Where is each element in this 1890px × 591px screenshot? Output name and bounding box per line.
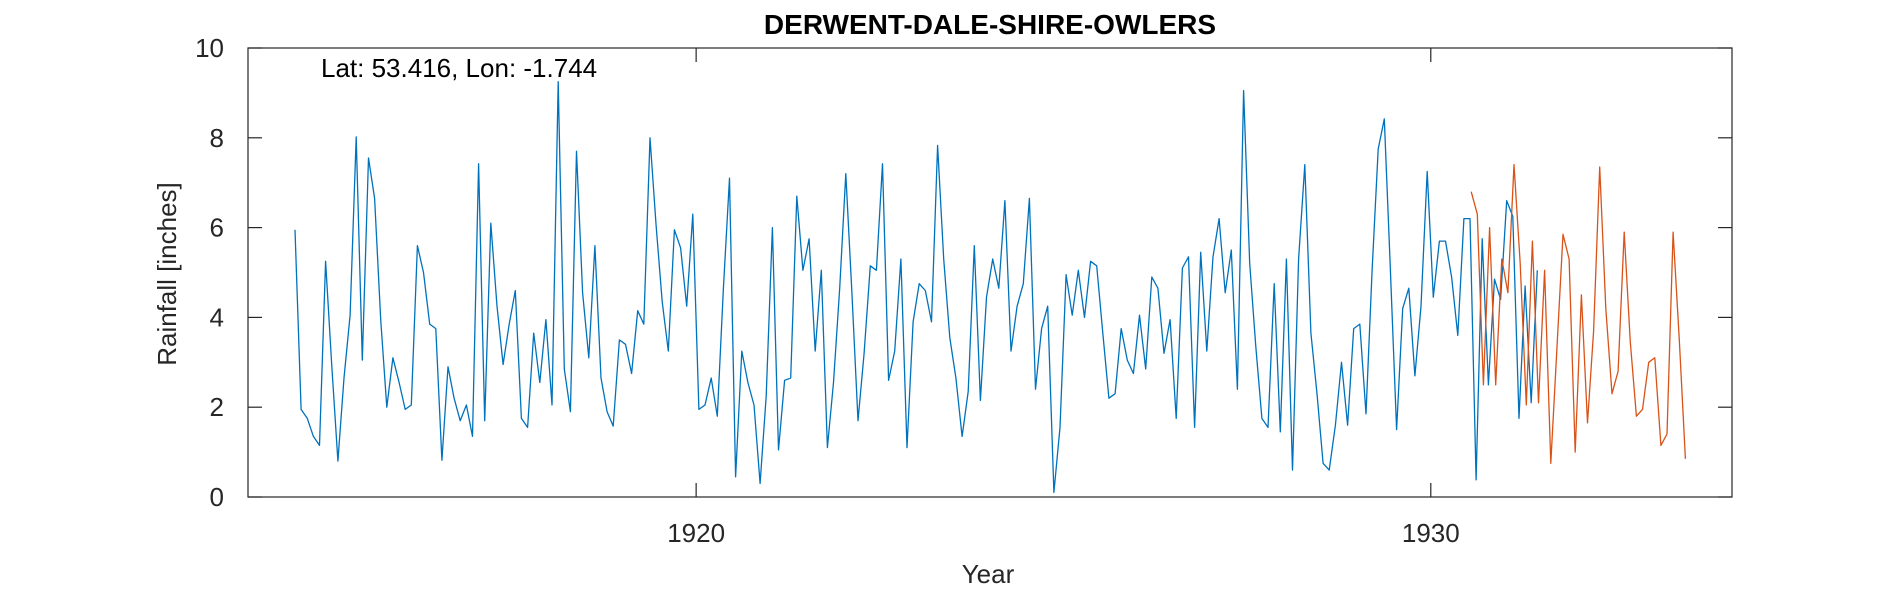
plot-frame [247, 47, 1733, 498]
x-tick-label: 1920 [667, 518, 725, 548]
x-axis-label: Year [962, 559, 1015, 589]
axis-ticks [248, 47, 1732, 498]
y-tick-label: 4 [210, 302, 224, 332]
y-tick-label: 10 [195, 33, 224, 63]
y-tick-label: 0 [210, 482, 224, 512]
x-tick-label: 1930 [1402, 518, 1460, 548]
y-tick-label: 6 [210, 213, 224, 243]
y-tick-label: 8 [210, 123, 224, 153]
location-annotation: Lat: 53.416, Lon: -1.744 [321, 53, 597, 83]
tick-labels: 0 2 4 6 8 10 1920 1930 [195, 33, 1460, 548]
series-line-1 [294, 81, 1538, 494]
y-tick-label: 2 [210, 392, 224, 422]
chart-title: DERWENT-DALE-SHIRE-OWLERS [764, 9, 1216, 40]
plot-lines [294, 81, 1687, 494]
y-axis-label: Rainfall [inches] [152, 182, 182, 366]
series-line-2 [1470, 164, 1687, 464]
